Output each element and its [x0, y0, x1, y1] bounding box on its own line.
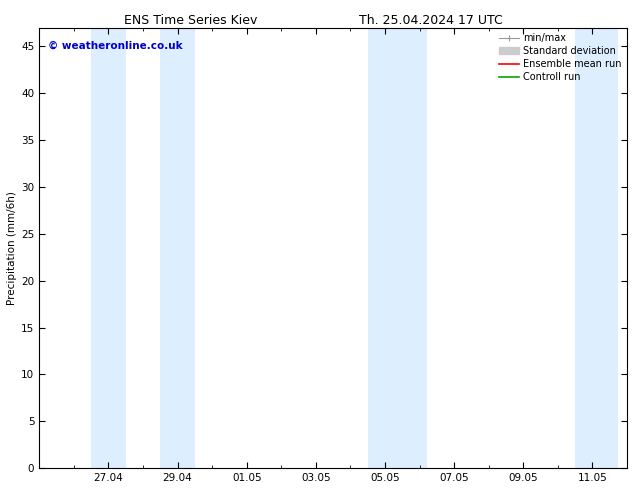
Text: © weatheronline.co.uk: © weatheronline.co.uk — [48, 41, 183, 51]
Bar — [91, 27, 126, 468]
Text: ENS Time Series Kiev: ENS Time Series Kiev — [124, 14, 257, 27]
Legend: min/max, Standard deviation, Ensemble mean run, Controll run: min/max, Standard deviation, Ensemble me… — [496, 29, 625, 86]
Y-axis label: Precipitation (mm/6h): Precipitation (mm/6h) — [7, 191, 17, 305]
Bar — [403, 27, 427, 468]
Bar — [575, 27, 618, 468]
Text: Th. 25.04.2024 17 UTC: Th. 25.04.2024 17 UTC — [359, 14, 503, 27]
Bar — [160, 27, 195, 468]
Bar — [368, 27, 403, 468]
